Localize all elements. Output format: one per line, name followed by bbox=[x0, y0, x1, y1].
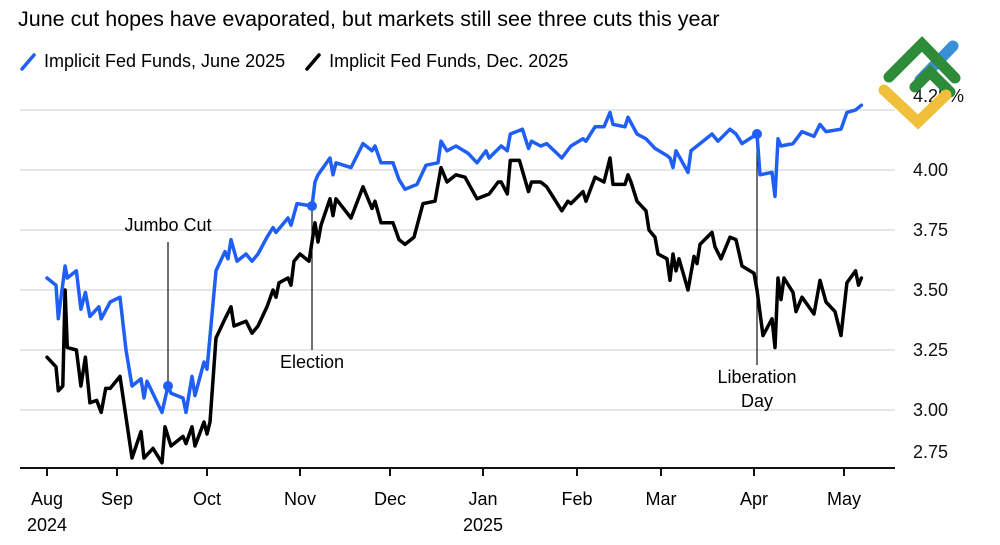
annotation-label: Jumbo Cut bbox=[124, 215, 211, 235]
annotation-label: Day bbox=[741, 391, 773, 411]
x-tick-label: Sep bbox=[101, 489, 133, 509]
x-tick-label: May bbox=[827, 489, 861, 509]
x-tick-label: Feb bbox=[561, 489, 592, 509]
x-tick-year-label: 2024 bbox=[27, 515, 67, 535]
y-tick-label: 2.75 bbox=[913, 442, 948, 462]
y-tick-label: 4.00 bbox=[913, 160, 948, 180]
x-tick-label: Oct bbox=[193, 489, 221, 509]
y-tick-label: 3.50 bbox=[913, 280, 948, 300]
x-tick-label: Jan bbox=[468, 489, 497, 509]
legend-swatch-june bbox=[20, 52, 36, 71]
legend-label-dec: Implicit Fed Funds, Dec. 2025 bbox=[329, 51, 569, 71]
x-tick-label: Apr bbox=[740, 489, 768, 509]
legend-label-june: Implicit Fed Funds, June 2025 bbox=[44, 51, 286, 71]
y-tick-label: 3.75 bbox=[913, 220, 948, 240]
x-tick-label: Dec bbox=[374, 489, 406, 509]
annotation-label: Election bbox=[280, 352, 344, 372]
x-tick-label: Nov bbox=[284, 489, 316, 509]
annotation-label: Liberation bbox=[717, 367, 796, 387]
chart-title: June cut hopes have evaporated, but mark… bbox=[18, 7, 720, 31]
y-tick-label: 4.25% bbox=[913, 86, 964, 106]
annotation-marker bbox=[163, 381, 173, 391]
legend-item-june: Implicit Fed Funds, June 2025 bbox=[20, 51, 285, 72]
annotation-marker bbox=[752, 129, 762, 139]
annotation-marker bbox=[307, 201, 317, 211]
legend-item-dec: Implicit Fed Funds, Dec. 2025 bbox=[305, 51, 568, 72]
x-tick-label: Aug bbox=[31, 489, 63, 509]
legend-swatch-dec bbox=[305, 52, 321, 71]
x-tick-year-label: 2025 bbox=[463, 515, 503, 535]
y-tick-label: 3.00 bbox=[913, 400, 948, 420]
y-tick-label: 3.25 bbox=[913, 340, 948, 360]
x-tick-label: Mar bbox=[646, 489, 677, 509]
series-line-june-2025 bbox=[45, 103, 864, 415]
series-line-dec-2025 bbox=[45, 156, 864, 465]
legend: Implicit Fed Funds, June 2025 Implicit F… bbox=[20, 51, 568, 72]
